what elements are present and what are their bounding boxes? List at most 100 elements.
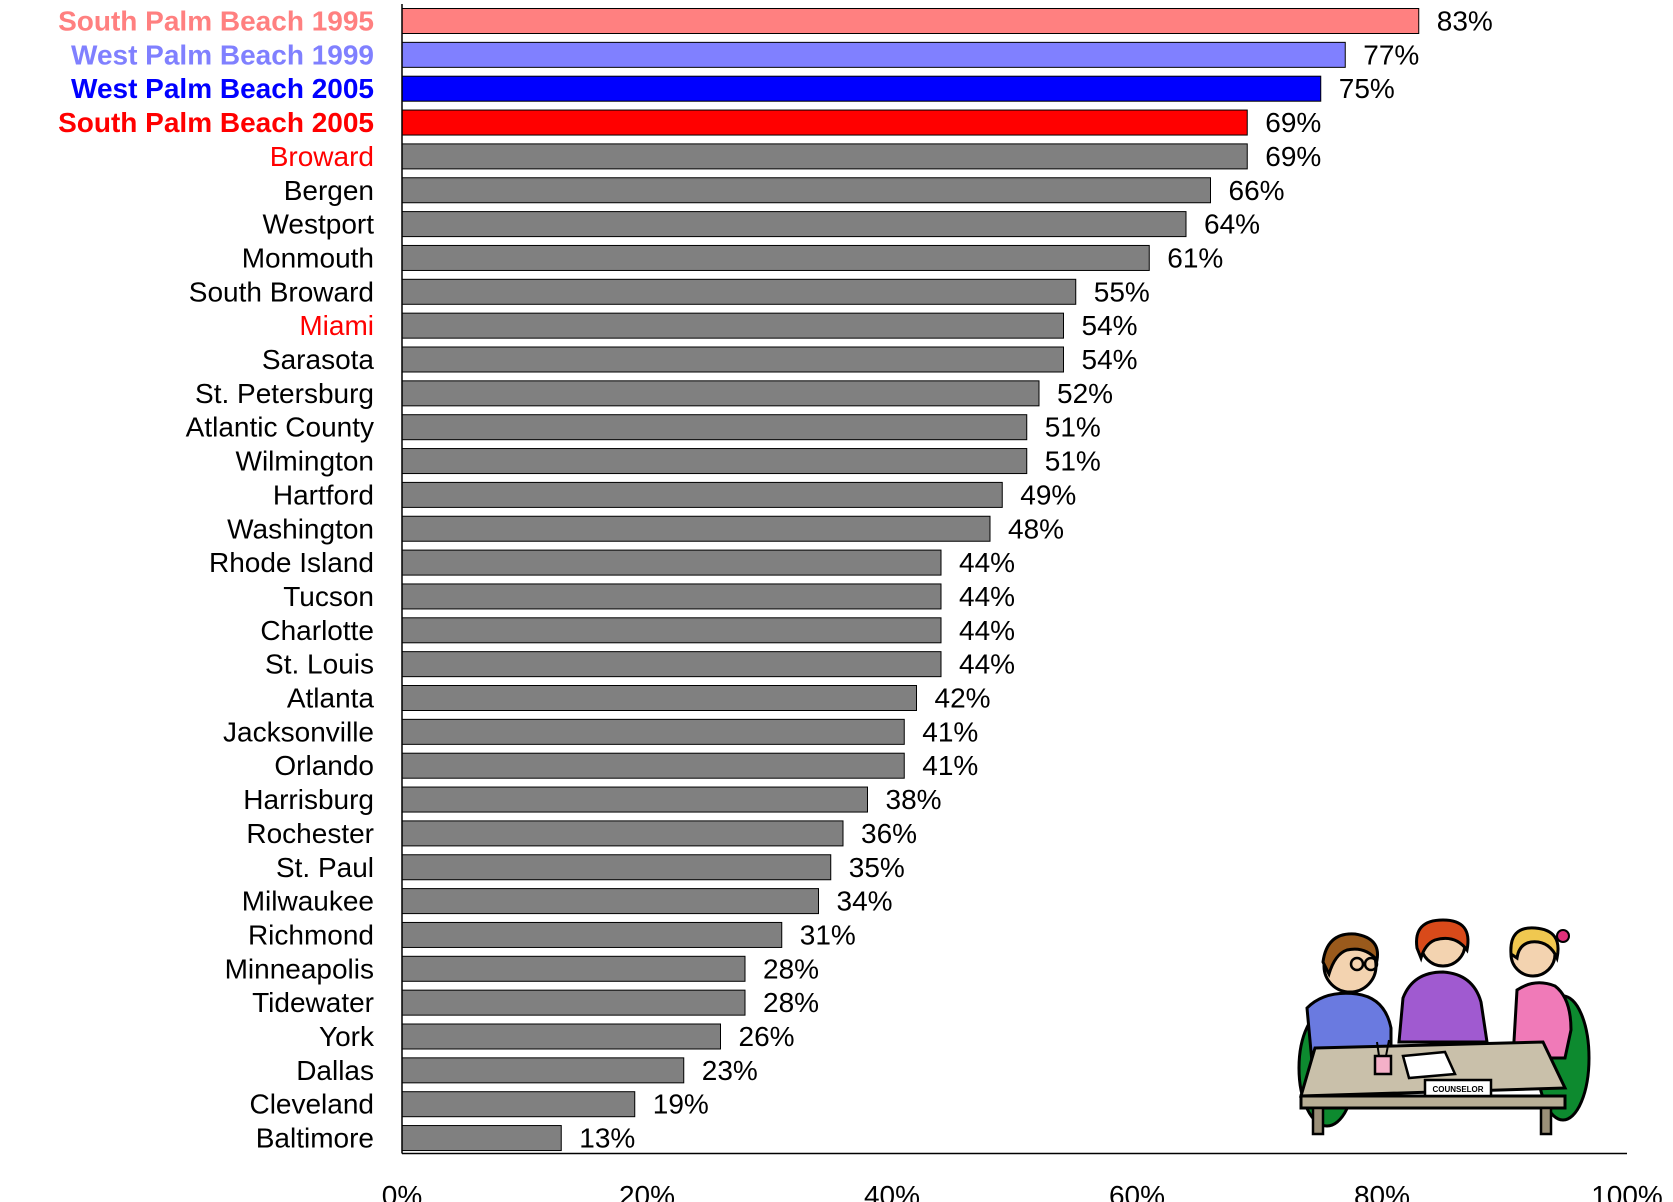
bar	[401, 752, 905, 779]
bar	[401, 177, 1211, 204]
data-label: 36%	[861, 818, 917, 849]
bar	[401, 583, 942, 610]
bars-group	[401, 8, 1420, 1152]
data-label: 26%	[739, 1021, 795, 1052]
data-label: 35%	[849, 852, 905, 883]
data-label: 28%	[763, 987, 819, 1018]
bar	[401, 8, 1420, 34]
category-label: St. Petersburg	[195, 378, 374, 409]
x-tick-label: 0%	[382, 1180, 422, 1202]
data-label: 31%	[800, 919, 856, 950]
data-label: 69%	[1265, 141, 1321, 172]
bar	[401, 312, 1064, 339]
bar	[401, 515, 991, 542]
category-label: Sarasota	[262, 344, 374, 375]
category-label: York	[319, 1021, 375, 1052]
bar	[401, 448, 1028, 475]
bar	[401, 718, 905, 745]
category-label: Wilmington	[236, 446, 374, 477]
category-label: Minneapolis	[225, 953, 374, 984]
bar	[401, 244, 1150, 271]
x-tick-label: 40%	[864, 1180, 920, 1202]
bar	[401, 685, 917, 711]
bar	[401, 888, 819, 915]
bar	[401, 921, 783, 948]
data-label: 52%	[1057, 378, 1113, 409]
data-label: 34%	[837, 886, 893, 917]
counseling-meeting-illustration: COUNSELOR	[1297, 918, 1591, 1136]
person-middle-body-icon	[1397, 970, 1489, 1044]
category-label: Hartford	[273, 479, 374, 510]
data-label: 38%	[886, 784, 942, 815]
category-label: Jacksonville	[223, 716, 374, 747]
bar	[401, 75, 1322, 102]
bar	[401, 278, 1077, 305]
category-label: Richmond	[248, 919, 374, 950]
data-label: 51%	[1045, 446, 1101, 477]
person-right-hair-icon	[1509, 926, 1560, 963]
category-label: Orlando	[274, 750, 374, 781]
x-axis: 0% 20% 40% 60% 80% 100%	[382, 4, 1663, 1202]
data-label: 23%	[702, 1055, 758, 1086]
data-label: 44%	[959, 547, 1015, 578]
bar	[401, 1057, 685, 1084]
category-label: West Palm Beach 1999	[71, 39, 374, 70]
bar	[401, 651, 942, 678]
data-label: 49%	[1020, 479, 1076, 510]
bar	[401, 820, 844, 847]
x-tick-label: 60%	[1109, 1180, 1165, 1202]
category-label: Westport	[262, 209, 374, 240]
category-label: Baltimore	[256, 1123, 374, 1154]
bar	[401, 1125, 562, 1152]
pencil-cup-icon	[1373, 1054, 1393, 1076]
category-label: Dallas	[296, 1055, 374, 1086]
data-label: 51%	[1045, 412, 1101, 443]
bar	[401, 786, 868, 813]
data-label: 28%	[763, 953, 819, 984]
category-label: Rochester	[246, 818, 374, 849]
category-label: South Broward	[189, 276, 374, 307]
data-label: 44%	[959, 581, 1015, 612]
bar	[401, 211, 1187, 238]
bar	[401, 1023, 721, 1050]
bar	[401, 481, 1003, 508]
data-label: 55%	[1094, 276, 1150, 307]
bar	[401, 143, 1248, 170]
category-label: St. Louis	[265, 649, 374, 680]
data-label: 66%	[1229, 175, 1285, 206]
category-label: Harrisburg	[243, 784, 374, 815]
data-label: 54%	[1082, 310, 1138, 341]
bar	[401, 617, 942, 644]
bar	[401, 109, 1248, 136]
data-label: 69%	[1265, 107, 1321, 138]
counselor-sign	[1423, 1078, 1493, 1098]
category-label: Atlantic County	[186, 412, 374, 443]
category-label: Miami	[299, 310, 374, 341]
bar	[401, 41, 1346, 68]
x-tick-label: 20%	[619, 1180, 675, 1202]
category-label: Atlanta	[287, 683, 375, 714]
data-label: 77%	[1363, 39, 1419, 70]
counselor-sign-text: COUNSELOR	[1432, 1085, 1483, 1094]
bar	[401, 380, 1040, 407]
category-label: South Palm Beach 2005	[58, 107, 374, 138]
data-label: 41%	[922, 716, 978, 747]
category-label: St. Paul	[276, 852, 374, 883]
data-label: 83%	[1437, 6, 1493, 37]
x-tick-label: 100%	[1591, 1180, 1663, 1202]
data-label: 64%	[1204, 209, 1260, 240]
bar	[401, 346, 1064, 373]
category-label: Washington	[227, 513, 374, 544]
data-label: 54%	[1082, 344, 1138, 375]
value-labels-group: 83%77%75%69%69%66%64%61%55%54%54%52%51%5…	[579, 6, 1493, 1154]
category-label: Broward	[270, 141, 374, 172]
category-label: Bergen	[284, 175, 374, 206]
category-label: South Palm Beach 1995	[58, 6, 374, 37]
person-middle-hair-icon	[1415, 918, 1470, 963]
category-label: Tidewater	[252, 987, 374, 1018]
bar	[401, 1091, 636, 1118]
category-label: Charlotte	[260, 615, 374, 646]
bar	[401, 989, 746, 1016]
bar	[401, 955, 746, 982]
